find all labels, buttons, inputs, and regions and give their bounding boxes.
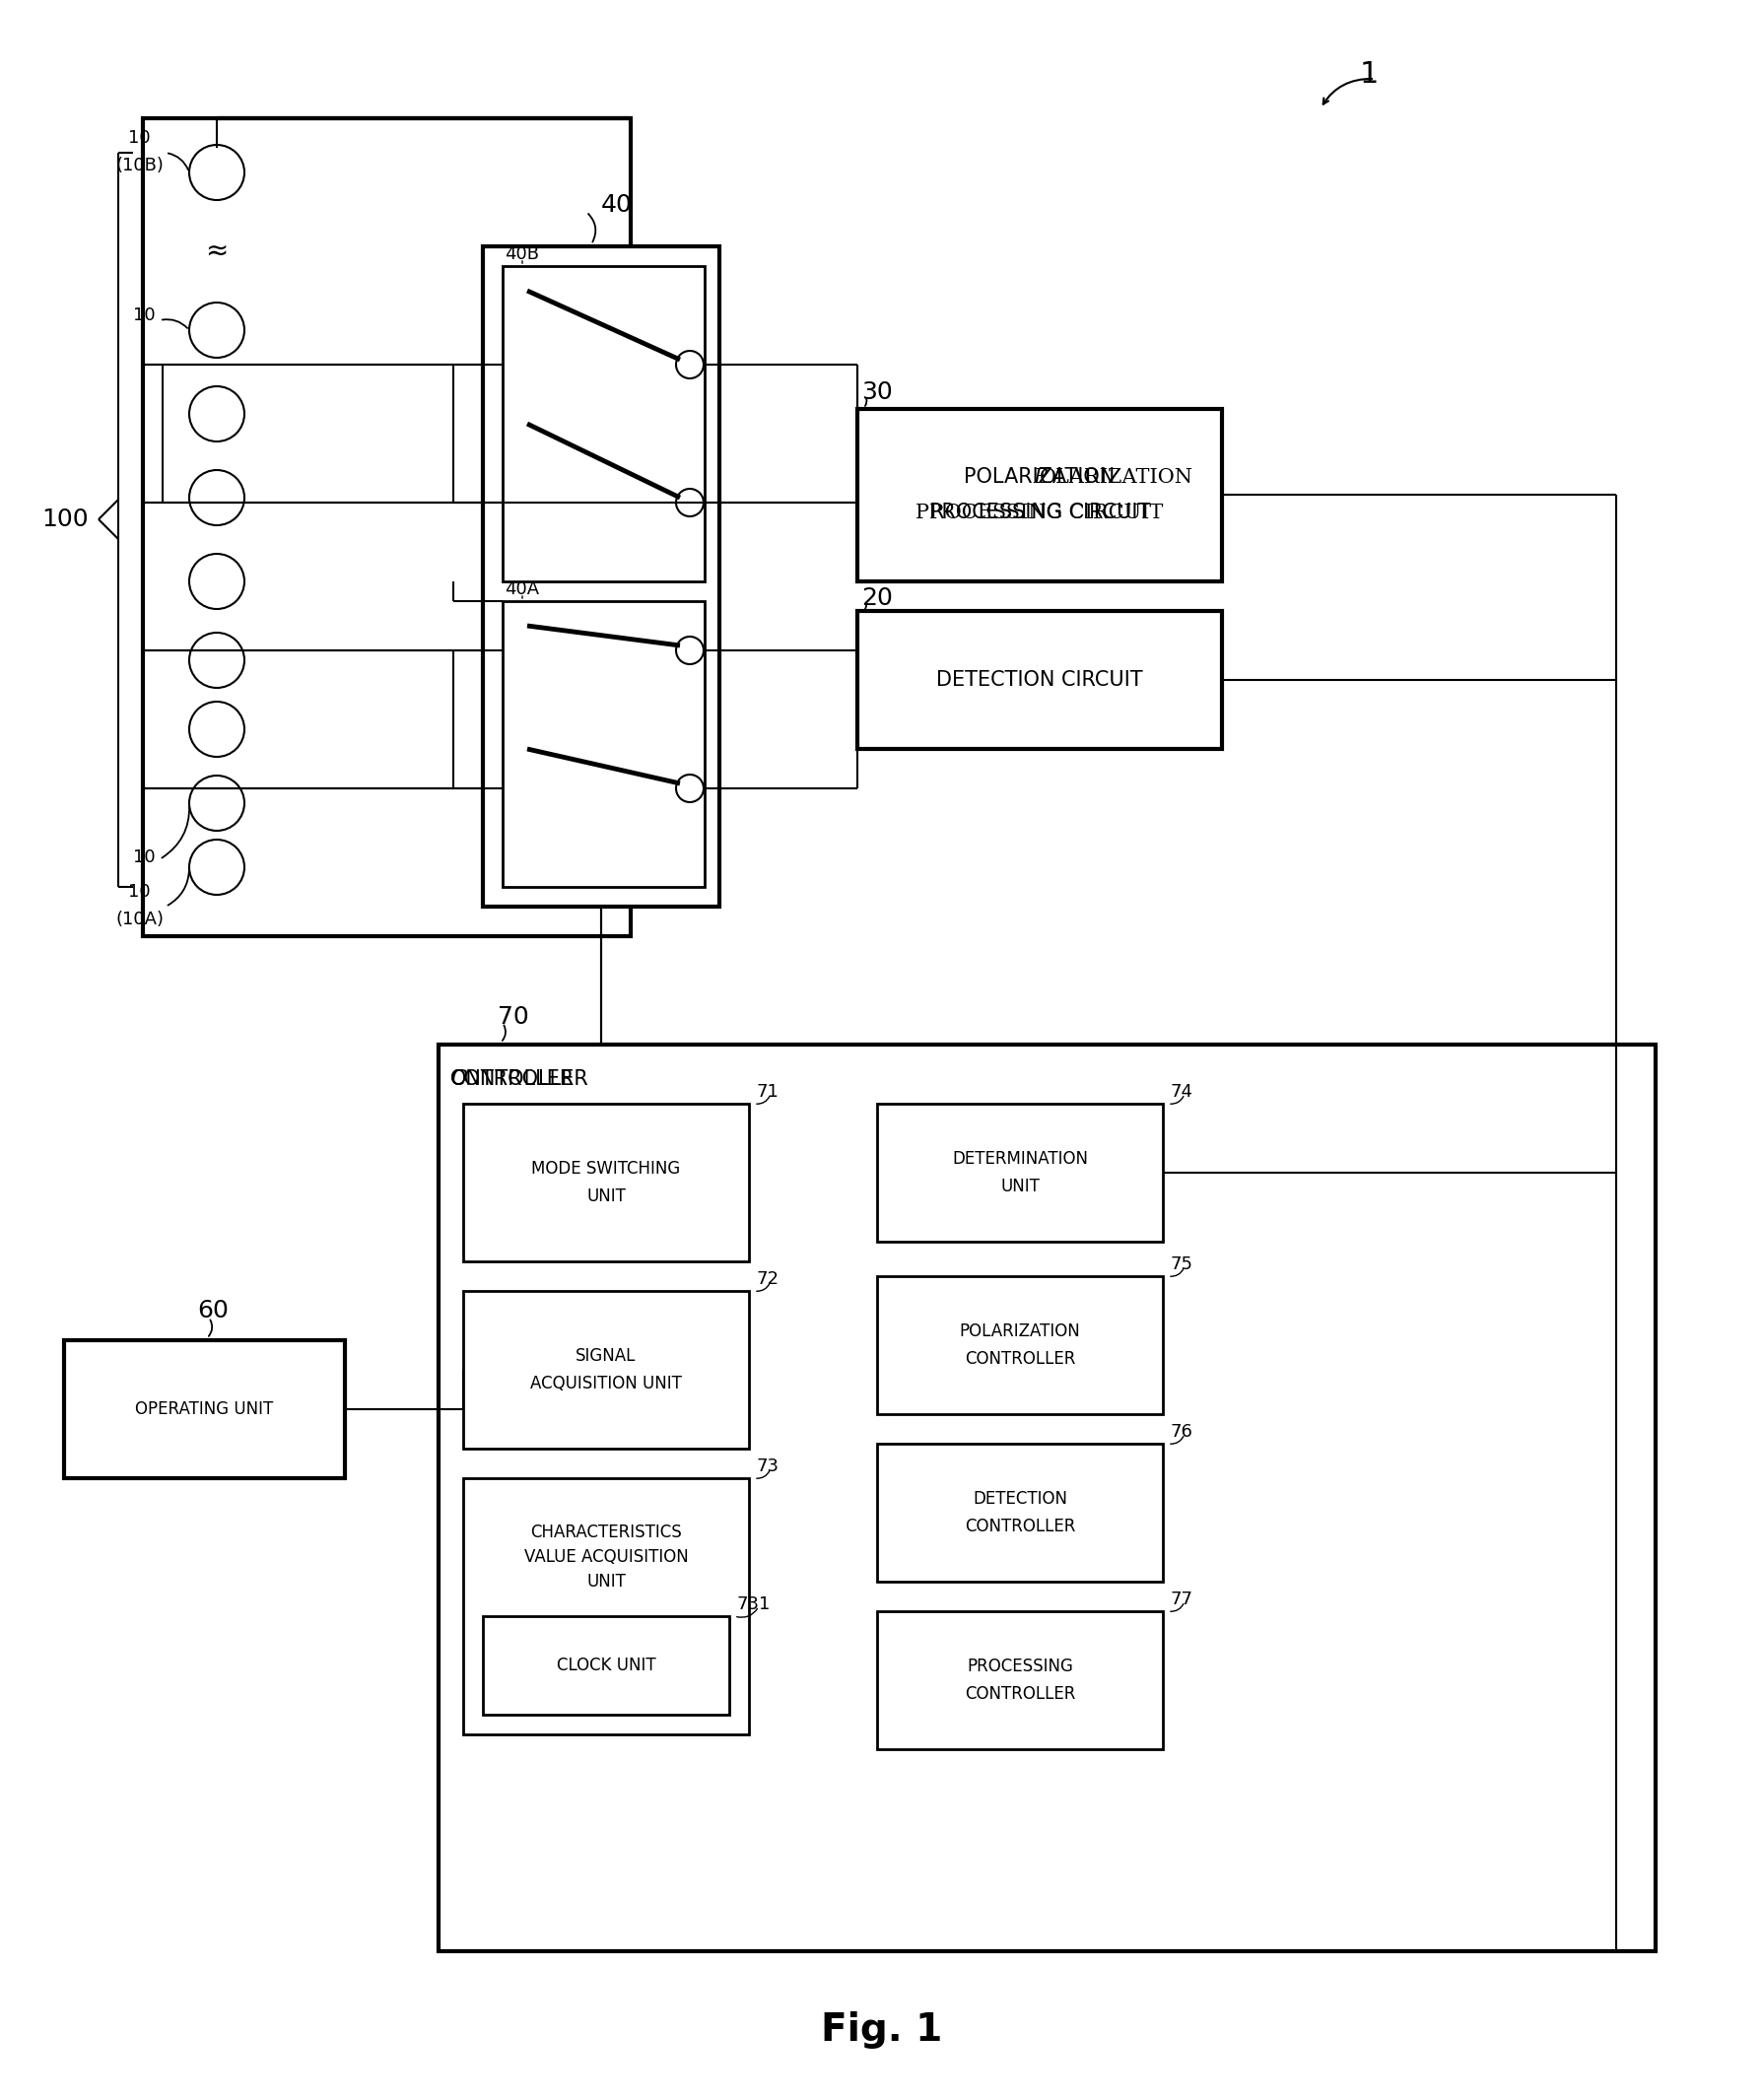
Bar xyxy=(876,1277,1162,1413)
Text: P: P xyxy=(1031,468,1045,487)
Text: PROCESSING CIRCUIT: PROCESSING CIRCUIT xyxy=(929,502,1149,523)
Text: 20: 20 xyxy=(860,586,892,609)
Text: ACQUISITION UNIT: ACQUISITION UNIT xyxy=(531,1376,682,1392)
Text: 1: 1 xyxy=(1359,59,1379,88)
Text: UNIT: UNIT xyxy=(585,1186,626,1205)
Bar xyxy=(439,1044,1655,1951)
Text: POLARIZATION: POLARIZATION xyxy=(964,466,1114,487)
Text: 40: 40 xyxy=(601,193,633,216)
Bar xyxy=(876,1105,1162,1241)
Text: Fig. 1: Fig. 1 xyxy=(822,2012,941,2050)
Text: DETERMINATION: DETERMINATION xyxy=(952,1151,1088,1168)
Bar xyxy=(483,246,719,907)
Text: 40B: 40B xyxy=(504,246,539,262)
Text: CONTROLLER: CONTROLLER xyxy=(964,1350,1075,1367)
Text: 71: 71 xyxy=(756,1084,779,1100)
Text: 76: 76 xyxy=(1171,1424,1192,1441)
Text: OPERATING UNIT: OPERATING UNIT xyxy=(134,1401,273,1418)
Text: 77: 77 xyxy=(1171,1590,1194,1609)
Text: UNIT: UNIT xyxy=(1000,1178,1038,1195)
Text: OLARIZATION: OLARIZATION xyxy=(1038,468,1194,487)
Text: CONTROLLER: CONTROLLER xyxy=(450,1069,589,1090)
Bar xyxy=(857,611,1222,750)
Text: (10B): (10B) xyxy=(116,158,164,174)
Text: 731: 731 xyxy=(737,1596,770,1613)
Text: CHARACTERISTICS: CHARACTERISTICS xyxy=(531,1522,682,1541)
Text: C: C xyxy=(450,1069,465,1088)
Text: CONTROLLER: CONTROLLER xyxy=(964,1684,1075,1703)
Text: 10: 10 xyxy=(132,307,155,323)
Bar xyxy=(483,1617,728,1716)
Text: 100: 100 xyxy=(42,508,88,531)
Text: 74: 74 xyxy=(1171,1084,1194,1100)
Text: PROCESSING: PROCESSING xyxy=(966,1657,1072,1676)
Text: SIGNAL: SIGNAL xyxy=(575,1346,636,1365)
Text: CLOCK UNIT: CLOCK UNIT xyxy=(555,1657,656,1674)
Text: VALUE ACQUISITION: VALUE ACQUISITION xyxy=(524,1548,688,1567)
Text: 73: 73 xyxy=(756,1457,779,1474)
Text: POLARIZATION: POLARIZATION xyxy=(959,1323,1079,1340)
Text: ≈: ≈ xyxy=(205,237,227,265)
Text: ONTROLLER: ONTROLLER xyxy=(450,1069,575,1090)
Bar xyxy=(502,267,703,582)
Bar xyxy=(464,1105,749,1262)
Text: DETECTION CIRCUIT: DETECTION CIRCUIT xyxy=(936,670,1142,689)
Text: 30: 30 xyxy=(860,380,892,403)
Text: CONTROLLER: CONTROLLER xyxy=(964,1518,1075,1535)
Text: 72: 72 xyxy=(756,1270,779,1287)
Text: 60: 60 xyxy=(197,1298,229,1323)
Text: 40A: 40A xyxy=(504,580,539,598)
Bar xyxy=(857,410,1222,582)
Text: (10A): (10A) xyxy=(116,911,164,928)
Text: MODE SWITCHING: MODE SWITCHING xyxy=(531,1159,681,1178)
Bar xyxy=(502,601,703,886)
Text: DETECTION: DETECTION xyxy=(971,1491,1067,1508)
Bar xyxy=(143,118,631,937)
Bar xyxy=(464,1292,749,1449)
Text: PROCESSING CIRCUIT: PROCESSING CIRCUIT xyxy=(915,504,1164,521)
Text: UNIT: UNIT xyxy=(585,1573,626,1590)
Text: 10: 10 xyxy=(132,848,155,865)
Bar xyxy=(876,1611,1162,1749)
Text: 10: 10 xyxy=(129,128,150,147)
Text: 75: 75 xyxy=(1171,1256,1194,1273)
Bar xyxy=(63,1340,346,1478)
Bar xyxy=(464,1478,749,1735)
Text: 70: 70 xyxy=(497,1006,529,1029)
Text: 10: 10 xyxy=(129,882,150,901)
Bar xyxy=(876,1443,1162,1581)
